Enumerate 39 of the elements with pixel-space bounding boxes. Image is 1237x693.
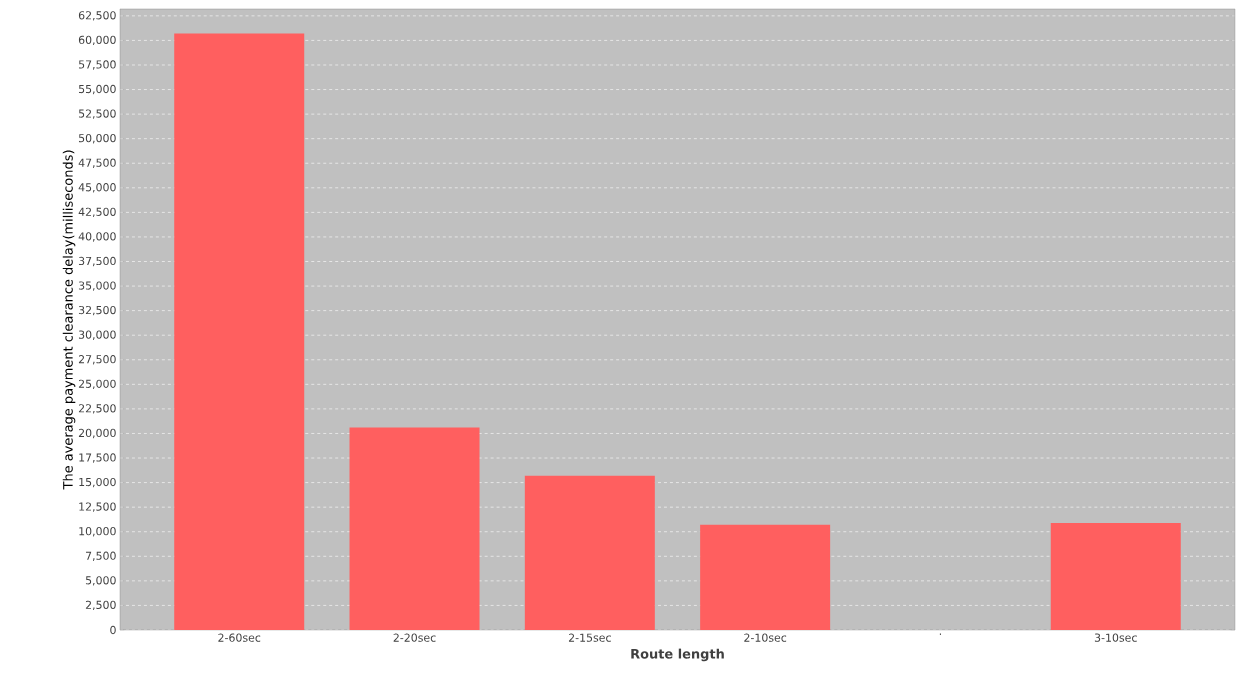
y-tick-label: 60,000 <box>78 35 116 46</box>
x-tick-label: 3-10sec <box>1094 633 1137 642</box>
y-tick-label: 37,500 <box>78 256 116 267</box>
y-tick-label: 12,500 <box>79 502 116 512</box>
y-tick-label: 7,500 <box>86 551 116 561</box>
y-tick-label: 2,500 <box>85 600 116 611</box>
bar <box>700 524 831 630</box>
y-tick-label: 10,000 <box>79 527 116 537</box>
y-tick-label: 40,000 <box>78 232 116 242</box>
y-tick-label: 27,500 <box>78 355 116 365</box>
x-tick-label: . <box>939 633 942 635</box>
x-tick-label: 2-20sec <box>393 633 436 642</box>
y-tick-label: 62,500 <box>78 11 116 21</box>
x-tick-label: 2-10sec <box>744 633 787 642</box>
bar <box>524 475 655 630</box>
y-tick-label: 30,000 <box>78 330 116 340</box>
y-tick-label: 52,500 <box>78 109 116 119</box>
y-tick-label: 15,000 <box>79 477 116 488</box>
y-tick-label: 35,000 <box>78 281 116 291</box>
y-tick-label: 45,000 <box>78 183 116 193</box>
y-tick-label: 47,500 <box>78 158 116 168</box>
y-tick-label: 50,000 <box>78 133 116 144</box>
y-tick-label: 55,000 <box>78 84 116 95</box>
x-axis-title: Route length <box>631 648 724 662</box>
x-tick-label: 2-60sec <box>218 633 261 642</box>
bar <box>1050 522 1181 630</box>
y-tick-label: 17,500 <box>79 453 116 463</box>
y-tick-label: 42,500 <box>78 207 116 218</box>
y-tick-label: 32,500 <box>78 305 116 316</box>
bar <box>174 33 305 630</box>
x-tick-label: 2-15sec <box>568 633 611 642</box>
y-tick-label: 5,000 <box>85 576 116 586</box>
y-tick-label: 25,000 <box>78 379 116 390</box>
bar <box>349 427 480 630</box>
y-tick-label: 22,500 <box>78 404 116 414</box>
y-tick-label: 20,000 <box>78 428 116 439</box>
y-tick-label: 0 <box>110 625 116 635</box>
y-axis-title: The average payment clearance delay(milliseconds) <box>62 150 76 490</box>
y-tick-label: 57,500 <box>78 60 116 70</box>
